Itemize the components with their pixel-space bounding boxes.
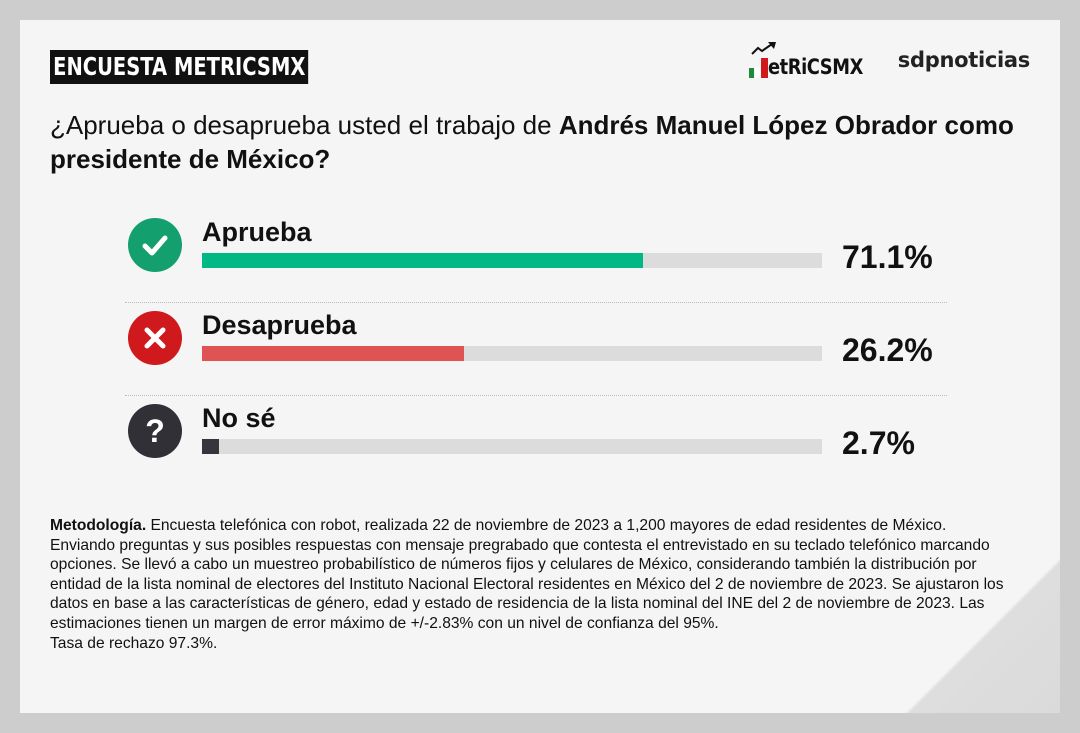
methodology-title: Metodología. [50,517,147,534]
result-row-aprueba: Aprueba 71.1% [125,210,947,303]
result-row-no-se: ? No sé 2.7% [125,396,947,489]
result-value: 26.2% [842,332,933,368]
result-value: 71.1% [842,239,933,275]
flag-bars-icon [749,58,769,78]
results-list: Aprueba 71.1% Desaprueba 26.2% ? No sé [125,210,947,489]
survey-badge: ENCUESTA METRICSMX [50,50,309,84]
result-row-desaprueba: Desaprueba 26.2% [125,303,947,396]
poll-question: ¿Aprueba o desaprueba usted el trabajo d… [50,108,1040,176]
result-bar-track [202,253,822,268]
result-label: Aprueba [202,217,312,247]
result-bar-fill [202,253,643,268]
question-prefix: ¿Aprueba o desaprueba usted el trabajo d… [50,110,559,140]
logos: etRiCSMX sdpnoticias [749,42,1030,78]
sdpnoticias-logo: sdpnoticias [897,48,1031,72]
trend-arrow-icon [751,42,777,55]
row-divider [125,395,947,396]
result-value: 2.7% [842,425,915,461]
result-label: No sé [202,403,276,433]
question-subject: Andrés Manuel López Obrador como preside… [50,110,1014,174]
check-icon [128,218,182,272]
result-label: Desaprueba [202,310,357,340]
rejection-rate: Tasa de rechazo 97.3%. [50,634,218,652]
methodology-note: Metodología. Encuesta telefónica con rob… [50,516,1010,653]
result-bar-track [202,439,822,454]
result-bar-fill [202,346,465,361]
methodology-body: Encuesta telefónica con robot, realizada… [50,517,1004,632]
result-bar-fill [202,439,219,454]
row-divider [125,302,947,303]
metricsmx-logo-text: etRiCSMX [768,55,864,79]
metricsmx-logo: etRiCSMX [749,42,880,78]
x-icon [128,311,182,365]
poll-card: ENCUESTA METRICSMX etRiCSMX sdpnoticias … [20,20,1060,713]
background-decoration [880,513,1060,713]
result-bar-track [202,346,822,361]
question-icon: ? [128,404,182,458]
